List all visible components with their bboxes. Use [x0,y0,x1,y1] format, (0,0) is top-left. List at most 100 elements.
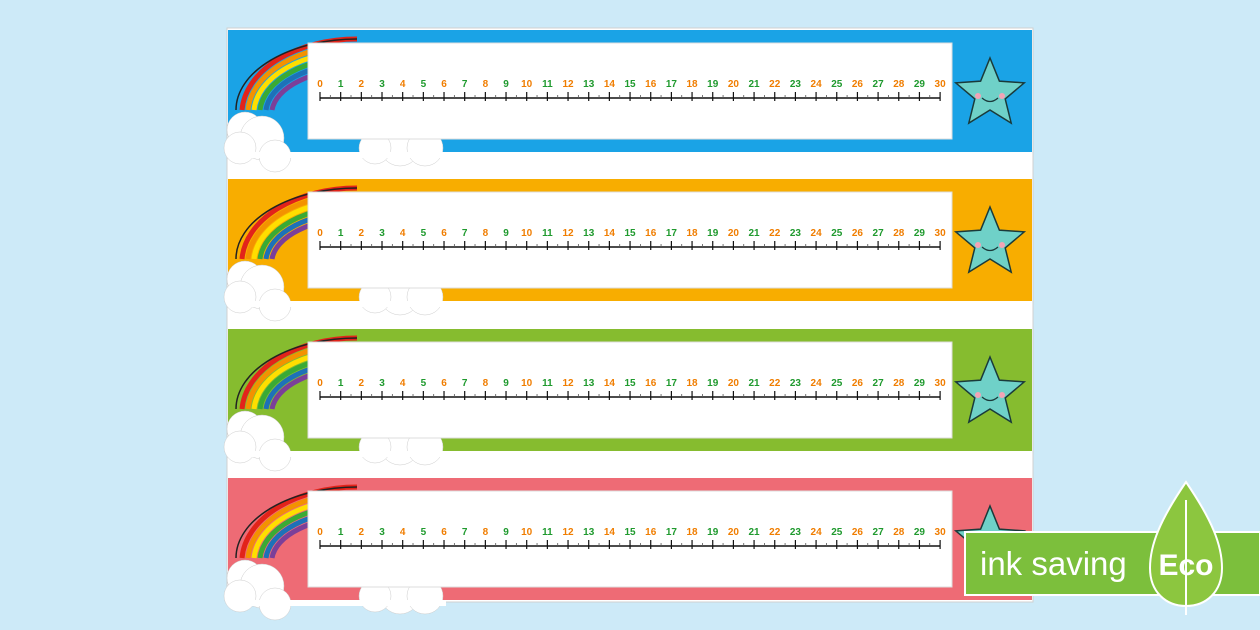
number-label: 29 [914,378,926,389]
number-label: 0 [317,79,323,90]
number-label: 26 [852,527,864,538]
number-line-panel [307,191,953,289]
number-label: 15 [624,228,636,239]
number-label: 9 [503,228,509,239]
star [953,205,1027,274]
number-label: 7 [462,378,468,389]
number-label: 14 [604,79,616,90]
number-label: 9 [503,378,509,389]
number-line-panel [307,341,953,439]
number-label: 28 [893,527,905,538]
number-label: 2 [359,79,365,90]
star-cheek [975,93,981,99]
number-label: 14 [604,378,616,389]
number-label: 18 [686,228,698,239]
number-label: 22 [769,228,781,239]
number-label: 6 [441,378,447,389]
star-cheek [975,392,981,398]
number-label: 2 [359,228,365,239]
number-label: 7 [462,527,468,538]
number-label: 21 [749,79,761,90]
number-label: 23 [790,228,802,239]
rainbow-outline [235,337,358,410]
number-label: 7 [462,228,468,239]
number-label: 24 [811,228,823,239]
number-label: 11 [542,527,553,538]
cloud-base [228,600,446,606]
number-label: 21 [749,228,761,239]
number-label: 23 [790,527,802,538]
number-label: 16 [645,378,657,389]
number-label: 21 [749,378,761,389]
number-label: 0 [317,378,323,389]
number-label: 26 [852,228,864,239]
number-label: 17 [666,228,678,239]
cloud-base [228,152,446,158]
number-label: 27 [873,527,885,538]
number-label: 13 [583,378,595,389]
number-label: 26 [852,378,864,389]
number-label: 12 [562,527,574,538]
number-label: 9 [503,527,509,538]
number-label: 25 [831,527,843,538]
number-label: 1 [338,228,344,239]
number-label: 30 [935,527,947,538]
number-label: 8 [483,527,489,538]
rainbow-outline [235,187,358,260]
number-label: 18 [686,527,698,538]
rainbow-outline [235,486,358,559]
star [953,355,1027,424]
number-label: 15 [624,378,636,389]
number-label: 1 [338,79,344,90]
number-label: 4 [400,79,406,90]
number-label: 27 [873,228,885,239]
star-cheek [999,392,1005,398]
number-label: 7 [462,79,468,90]
number-label: 19 [707,378,719,389]
number-label: 4 [400,527,406,538]
number-line-strip: 0 1 2 3 4 5 6 7 8 9 10 11 12 13 14 15 16 17 18 19 20 21 22 23 24… [223,478,1032,621]
star-smile [981,97,999,103]
number-label: 1 [338,378,344,389]
number-label: 5 [421,527,427,538]
number-label: 28 [893,378,905,389]
number-label: 17 [666,79,678,90]
number-label: 23 [790,378,802,389]
number-label: 30 [935,79,947,90]
star-smile [981,396,999,402]
number-label: 20 [728,378,740,389]
number-label: 19 [707,228,719,239]
cloud [223,131,257,165]
number-label: 5 [421,79,427,90]
number-label: 22 [769,378,781,389]
number-line-strip: 0 1 2 3 4 5 6 7 8 9 10 11 12 13 14 15 16 17 18 19 20 21 22 23 24… [223,30,1032,173]
number-label: 27 [873,378,885,389]
number-label: 20 [728,228,740,239]
number-label: 6 [441,79,447,90]
number-label: 25 [831,79,843,90]
number-label: 2 [359,378,365,389]
number-label: 8 [483,228,489,239]
number-label: 3 [379,527,385,538]
star [953,56,1027,125]
number-label: 5 [421,228,427,239]
number-label: 2 [359,527,365,538]
star-smile [981,246,999,252]
number-label: 24 [811,79,823,90]
number-label: 24 [811,527,823,538]
number-label: 14 [604,228,616,239]
cloud [223,579,257,613]
number-label: 17 [666,378,678,389]
number-label: 22 [769,79,781,90]
number-label: 11 [542,378,553,389]
cloud [223,430,257,464]
number-label: 14 [604,527,616,538]
number-label: 29 [914,228,926,239]
number-label: 8 [483,79,489,90]
number-label: 25 [831,378,843,389]
number-label: 19 [707,79,719,90]
number-label: 0 [317,527,323,538]
number-label: 8 [483,378,489,389]
number-label: 28 [893,79,905,90]
